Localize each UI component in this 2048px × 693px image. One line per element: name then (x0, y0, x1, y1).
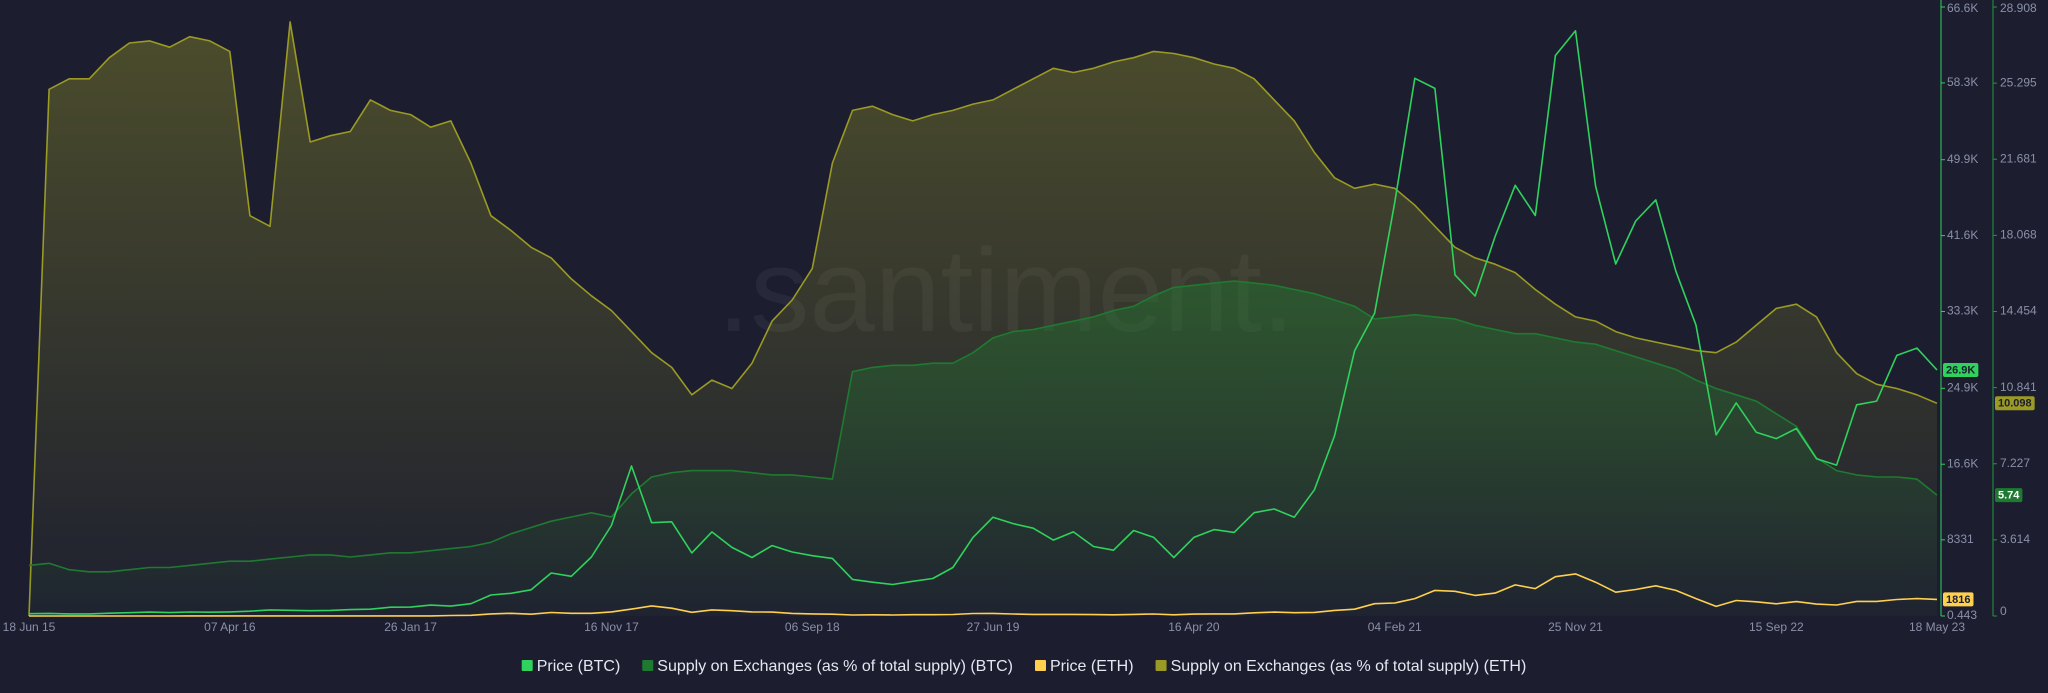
legend-swatch (1035, 660, 1046, 671)
legend-label: Price (BTC) (537, 658, 621, 675)
x-tick-label: 16 Nov 17 (584, 620, 639, 634)
y2-tick-label: 14.454 (2000, 304, 2037, 318)
badge-text: 10.098 (1998, 398, 2032, 410)
value-badge: 26.9K (1943, 363, 1979, 378)
y2-tick-label: 7.227 (2000, 456, 2030, 470)
series-line (28, 280, 1938, 573)
badge-bg (1995, 488, 2023, 503)
y-tick-label: 41.6K (1947, 228, 1978, 242)
legend-swatch (521, 660, 533, 671)
x-tick-label: 26 Jan 17 (384, 620, 437, 634)
series-line (28, 21, 1938, 617)
x-tick-label: 27 Jun 19 (967, 620, 1020, 634)
x-tick-label: 06 Sep 18 (785, 620, 840, 634)
y-tick-label: 58.3K (1947, 75, 1978, 89)
x-tick-label: 15 Sep 22 (1749, 620, 1804, 634)
value-badge: 10.098 (1995, 396, 2035, 411)
x-tick-label: 25 Nov 21 (1548, 620, 1603, 634)
value-badge: 1816 (1943, 592, 1974, 607)
y-tick-label: 8331 (1947, 532, 1974, 546)
legend-label: Price (ETH) (1050, 658, 1134, 675)
legend: Price (BTC) Supply on Exchanges (as % of … (521, 658, 1527, 675)
badge-text: 5.74 (1998, 489, 2020, 501)
y2-tick-label: 10.841 (2000, 380, 2037, 394)
y2-tick-label: 3.614 (2000, 532, 2030, 546)
x-tick-label: 16 Apr 20 (1168, 620, 1220, 634)
y-tick-label: 24.9K (1947, 380, 1978, 394)
y2-tick-label: 28.908 (2000, 1, 2037, 15)
legend-swatch (1155, 660, 1167, 671)
series-line (29, 573, 1938, 617)
y2-tick-label: 0 (2000, 604, 2007, 618)
badge-text: 26.9K (1946, 364, 1975, 376)
y2-tick-label: 21.681 (2000, 151, 2037, 165)
badge-text: 1816 (1946, 594, 1970, 606)
series-line (28, 30, 1938, 615)
x-tick-label: 18 May 23 (1909, 620, 1965, 634)
y-tick-label: 16.6K (1947, 456, 1978, 470)
badge-bg (1943, 363, 1979, 378)
value-badge: 5.74 (1995, 488, 2023, 503)
x-tick-label: 07 Apr 16 (204, 620, 256, 634)
y-tick-label: 33.3K (1947, 304, 1978, 318)
legend-label: Supply on Exchanges (as % of total suppl… (657, 658, 1013, 675)
y-tick-label: 0.443 (1947, 608, 1977, 622)
badge-bg (1943, 592, 1974, 607)
y2-tick-label: 18.068 (2000, 228, 2037, 242)
x-tick-label: 18 Jun 15 (3, 620, 56, 634)
y2-tick-label: 25.295 (2000, 75, 2037, 89)
x-tick-label: 04 Feb 21 (1368, 620, 1422, 634)
y-tick-label: 66.6K (1947, 1, 1978, 15)
area-fill (29, 281, 1937, 616)
legend-label: Supply on Exchanges (as % of total suppl… (1171, 658, 1527, 675)
y-tick-label: 49.9K (1947, 152, 1978, 166)
badge-bg (1995, 396, 2035, 411)
legend-swatch (642, 660, 654, 671)
